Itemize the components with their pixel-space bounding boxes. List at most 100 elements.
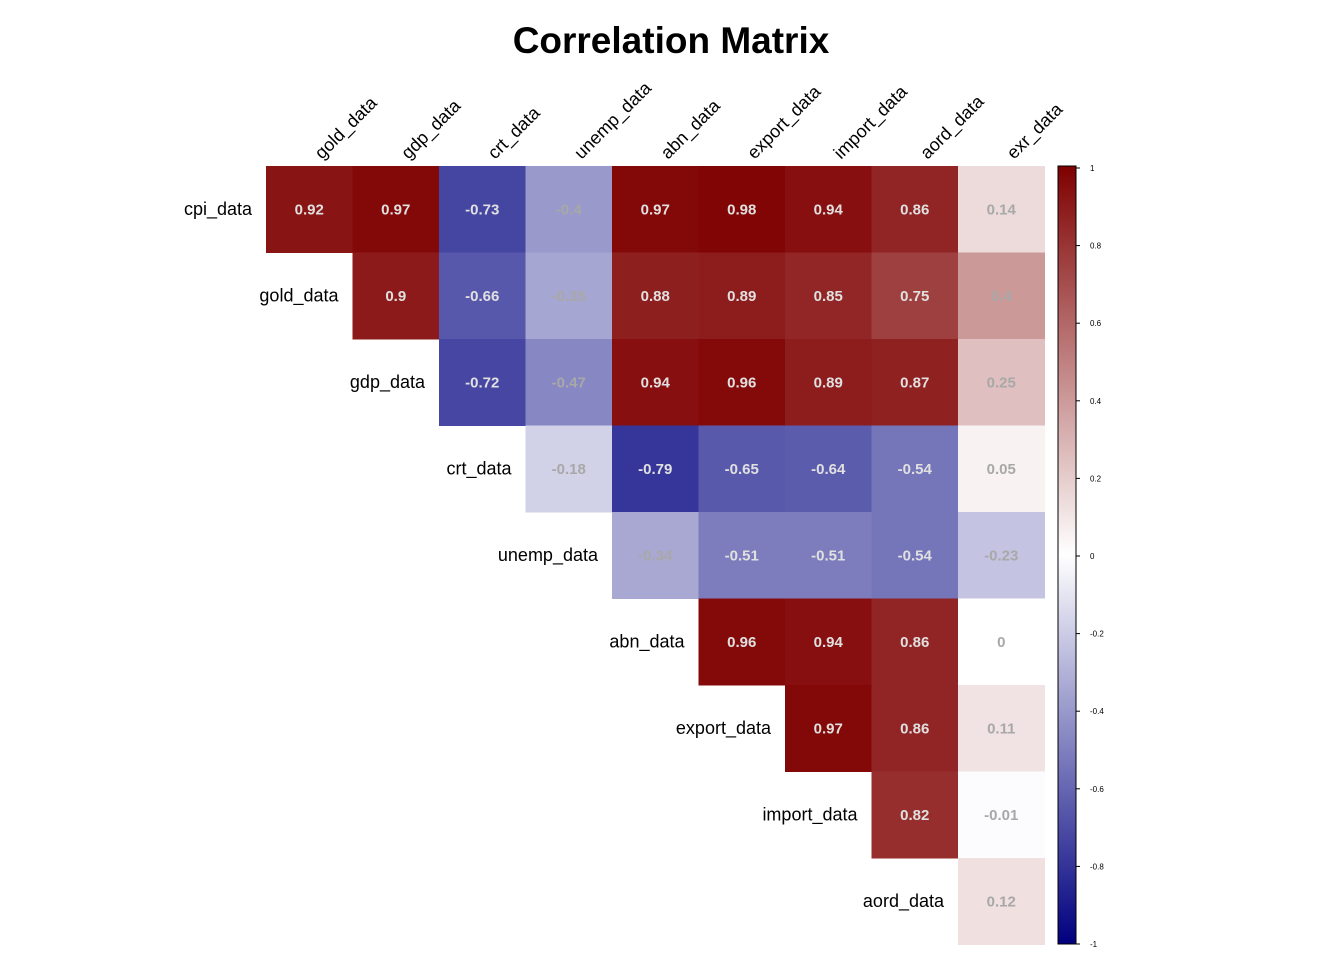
heatmap-cell-gdp_data-export_data bbox=[698, 339, 786, 426]
cell-value-label: 0.86 bbox=[900, 634, 929, 651]
heatmap-cell-unemp_data-aord_data bbox=[871, 512, 959, 599]
cell-value-label: 0.98 bbox=[727, 201, 756, 218]
legend-tick-label: -0.2 bbox=[1090, 630, 1104, 639]
cell-value-label: 0.11 bbox=[987, 720, 1015, 737]
cell-value-label: -0.18 bbox=[552, 461, 586, 478]
heatmap-cell-crt_data-unemp_data bbox=[525, 425, 613, 513]
heatmap-cell-gdp_data-unemp_data bbox=[525, 339, 613, 426]
column-label: aord_data bbox=[916, 91, 989, 164]
cell-value-label: 0.75 bbox=[900, 288, 929, 305]
cell-value-label: -0.34 bbox=[638, 547, 673, 564]
heatmap-cell-crt_data-aord_data bbox=[871, 425, 959, 513]
cell-value-label: 0.89 bbox=[814, 374, 843, 391]
heatmap-cell-crt_data-exr_data bbox=[958, 425, 1045, 513]
cell-value-label: 0.12 bbox=[987, 893, 1016, 910]
row-label: unemp_data bbox=[498, 545, 599, 566]
cell-value-label: -0.64 bbox=[811, 461, 846, 478]
row-label: export_data bbox=[676, 718, 772, 739]
color-legend: 1 0.8 0.6 0.4 0.2 0 -0.2 -0.4 -0.6 -0.8 -1 bbox=[1057, 164, 1104, 949]
heatmap-cell-abn_data-import_data bbox=[785, 598, 872, 686]
heatmap-cell-crt_data-import_data bbox=[785, 425, 872, 513]
column-label: crt_data bbox=[484, 102, 546, 164]
heatmap-cell-aord_data-exr_data bbox=[958, 858, 1045, 945]
legend-tick-label: -1 bbox=[1090, 940, 1098, 949]
heatmap-cell-gold_data-crt_data bbox=[439, 252, 526, 340]
cell-value-label: 0.82 bbox=[900, 807, 929, 824]
cell-value-label: -0.35 bbox=[552, 288, 586, 305]
column-label: import_data bbox=[830, 81, 913, 164]
heatmap-cell-cpi_data-gold_data bbox=[266, 166, 353, 253]
legend-tick-label: 0.8 bbox=[1090, 242, 1102, 251]
heatmap-cell-unemp_data-exr_data bbox=[958, 512, 1045, 599]
cell-value-label: 0.85 bbox=[814, 288, 843, 305]
heatmap-cell-crt_data-export_data bbox=[698, 425, 786, 513]
heatmap-cell-gdp_data-import_data bbox=[785, 339, 872, 426]
row-label: aord_data bbox=[863, 891, 945, 912]
cell-value-label: 0.97 bbox=[814, 720, 843, 737]
cell-value-label: 0.89 bbox=[727, 288, 756, 305]
row-label: crt_data bbox=[446, 459, 512, 480]
heatmap-cell-gdp_data-aord_data bbox=[871, 339, 959, 426]
column-label: exr_data bbox=[1003, 98, 1068, 163]
legend-tick-label: -0.4 bbox=[1090, 707, 1104, 716]
heatmap-cell-gdp_data-crt_data bbox=[439, 339, 526, 426]
cell-value-label: 0 bbox=[997, 634, 1005, 651]
cell-value-label: -0.47 bbox=[552, 374, 586, 391]
cell-value-label: -0.66 bbox=[465, 288, 499, 305]
heatmap-cell-abn_data-exr_data bbox=[958, 598, 1045, 686]
cell-value-label: 0.96 bbox=[727, 374, 756, 391]
cell-value-label: 0.96 bbox=[727, 634, 756, 651]
heatmap-cell-cpi_data-import_data bbox=[785, 166, 872, 253]
cell-value-label: -0.01 bbox=[984, 807, 1018, 824]
column-labels: gold_data gdp_data crt_data unemp_data abn_d… bbox=[311, 77, 1068, 163]
cell-value-label: 0.97 bbox=[641, 201, 670, 218]
heatmap-cell-cpi_data-gdp_data bbox=[352, 166, 440, 253]
cell-value-label: -0.73 bbox=[465, 201, 499, 218]
heatmap-cell-export_data-aord_data bbox=[871, 685, 959, 772]
chart-title: Correlation Matrix bbox=[513, 20, 830, 61]
cell-value-label: 0.94 bbox=[641, 374, 671, 391]
cell-value-label: -0.51 bbox=[811, 547, 845, 564]
heatmap-cell-abn_data-export_data bbox=[698, 598, 786, 686]
heatmap-cell-gold_data-import_data bbox=[785, 252, 872, 340]
legend-tick-label: 1 bbox=[1090, 164, 1095, 173]
legend-tick-label: -0.8 bbox=[1090, 862, 1104, 871]
legend-tick-label: -0.6 bbox=[1090, 785, 1104, 794]
cell-value-label: -0.65 bbox=[725, 461, 759, 478]
legend-colorbar bbox=[1057, 165, 1077, 945]
row-label: gdp_data bbox=[350, 372, 426, 393]
legend-tick-label: 0.6 bbox=[1090, 319, 1102, 328]
cell-value-label: 0.94 bbox=[814, 201, 844, 218]
heatmap-cell-gold_data-gdp_data bbox=[352, 252, 440, 340]
column-label: unemp_data bbox=[570, 77, 656, 163]
column-label: gdp_data bbox=[397, 95, 466, 164]
heatmap-cell-cpi_data-crt_data bbox=[439, 166, 526, 253]
legend-tick-label: 0.2 bbox=[1090, 474, 1102, 483]
legend-ticks: 1 0.8 0.6 0.4 0.2 0 -0.2 -0.4 -0.6 -0.8 -1 bbox=[1076, 164, 1104, 949]
cell-value-label: -0.23 bbox=[984, 547, 1018, 564]
cell-value-label: 0.97 bbox=[381, 201, 410, 218]
legend-tick-label: 0.4 bbox=[1090, 397, 1102, 406]
heatmap-cell-gold_data-exr_data bbox=[958, 252, 1045, 340]
row-label: cpi_data bbox=[184, 199, 253, 220]
heatmap-cell-export_data-exr_data bbox=[958, 685, 1045, 772]
cell-value-label: 0.92 bbox=[295, 201, 324, 218]
row-label: gold_data bbox=[259, 286, 339, 307]
heatmap-cell-cpi_data-abn_data bbox=[612, 166, 699, 253]
cell-value-label: 0.94 bbox=[814, 634, 844, 651]
legend-tick-label: 0 bbox=[1090, 552, 1095, 561]
heatmap-cell-cpi_data-unemp_data bbox=[525, 166, 613, 253]
heatmap-cells: 0.92 0.97 -0.73 -0.4 0.97 0.98 0.94 0.86 0.14 0.9… bbox=[266, 166, 1045, 945]
heatmap-cell-gdp_data-exr_data bbox=[958, 339, 1045, 426]
heatmap-cell-crt_data-abn_data bbox=[612, 425, 699, 513]
cell-value-label: 0.88 bbox=[641, 288, 670, 305]
heatmap-cell-cpi_data-aord_data bbox=[871, 166, 959, 253]
cell-value-label: 0.05 bbox=[987, 461, 1016, 478]
heatmap-cell-import_data-aord_data bbox=[871, 771, 959, 859]
cell-value-label: -0.79 bbox=[638, 461, 672, 478]
heatmap-cell-export_data-import_data bbox=[785, 685, 872, 772]
column-label: export_data bbox=[743, 81, 826, 164]
heatmap-cell-gdp_data-abn_data bbox=[612, 339, 699, 426]
heatmap-cell-gold_data-unemp_data bbox=[525, 252, 613, 340]
heatmap-cell-unemp_data-abn_data bbox=[612, 512, 699, 599]
